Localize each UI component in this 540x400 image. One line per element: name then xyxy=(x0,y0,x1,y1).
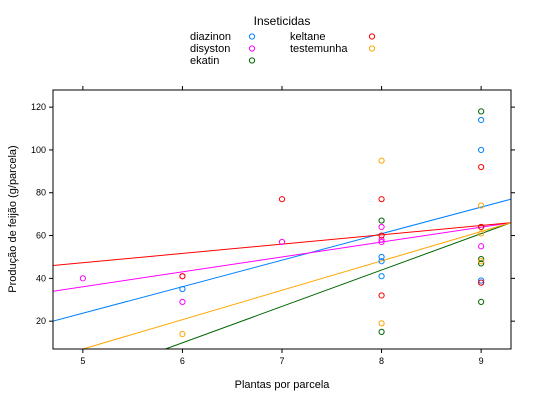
legend-title: Inseticidas xyxy=(254,14,311,28)
fit-line-diazinon xyxy=(53,198,511,322)
point-testemunha xyxy=(478,202,485,209)
y-tick-label: 80 xyxy=(36,188,46,198)
point-ekatin xyxy=(378,217,385,224)
x-axis-title: Plantas por parcela xyxy=(235,379,331,391)
point-disyston xyxy=(378,223,385,231)
point-diazinon xyxy=(378,273,385,280)
point-disyston xyxy=(378,238,385,246)
legend-label-ekatin: ekatin xyxy=(190,55,219,67)
point-diazinon xyxy=(179,285,186,293)
point-disyston xyxy=(478,243,485,250)
point-disyston xyxy=(378,236,385,243)
y-tick-label: 60 xyxy=(36,231,46,241)
legend-label-keltane: keltane xyxy=(290,31,325,43)
point-testemunha xyxy=(478,230,485,237)
point-diazinon xyxy=(478,146,485,154)
point-testemunha xyxy=(478,258,485,265)
point-ekatin xyxy=(378,328,385,335)
data-points xyxy=(79,108,485,338)
point-keltane xyxy=(478,163,485,171)
legend-marker-diazinon xyxy=(248,33,256,40)
x-axis: 5 6 7 8 9 xyxy=(80,86,484,366)
legend-label-testemunha: testemunha xyxy=(290,43,348,55)
legend-label-diazinon: diazinon xyxy=(190,31,231,43)
point-keltane xyxy=(378,292,385,299)
y-tick-label: 40 xyxy=(36,273,46,283)
point-ekatin xyxy=(478,260,485,267)
point-keltane xyxy=(378,196,385,203)
point-diazinon xyxy=(478,116,485,124)
x-tick-label: 7 xyxy=(279,356,284,366)
y-axis-title: Produção de feijão (g/parcela) xyxy=(7,145,19,292)
x-tick-label: 9 xyxy=(479,356,484,366)
point-disyston xyxy=(79,275,86,282)
point-disyston xyxy=(278,238,286,246)
legend-marker-disyston xyxy=(248,45,256,52)
legend-marker-testemunha xyxy=(368,45,376,52)
x-tick-label: 6 xyxy=(180,356,185,366)
y-tick-label: 100 xyxy=(31,145,46,155)
y-tick-label: 20 xyxy=(36,316,46,326)
fit-line-testemunha xyxy=(82,222,511,349)
point-ekatin xyxy=(478,298,485,306)
y-axis: 20 40 60 80 100 120 xyxy=(31,102,515,326)
point-keltane xyxy=(478,223,485,231)
point-ekatin xyxy=(478,108,485,115)
legend-label-disyston: disyston xyxy=(190,43,230,55)
fit-line-ekatin xyxy=(165,222,511,349)
fit-line-disyston xyxy=(53,222,511,292)
legend-marker-ekatin xyxy=(248,57,256,64)
plot-frame xyxy=(52,89,512,350)
x-tick-label: 5 xyxy=(80,356,85,366)
y-tick-label: 120 xyxy=(31,102,46,112)
point-diazinon xyxy=(378,253,385,261)
point-testemunha xyxy=(179,330,186,338)
point-testemunha xyxy=(378,157,385,164)
point-disyston xyxy=(179,298,186,306)
fit-lines xyxy=(53,198,511,349)
point-keltane xyxy=(278,196,286,203)
x-tick-label: 8 xyxy=(379,356,384,366)
point-keltane xyxy=(378,232,385,239)
point-diazinon xyxy=(378,258,385,265)
point-ekatin xyxy=(478,255,485,263)
legend-marker-keltane xyxy=(368,33,376,40)
point-diazinon xyxy=(478,277,485,284)
point-keltane xyxy=(179,273,186,280)
point-keltane xyxy=(478,279,485,286)
point-testemunha xyxy=(378,320,385,327)
